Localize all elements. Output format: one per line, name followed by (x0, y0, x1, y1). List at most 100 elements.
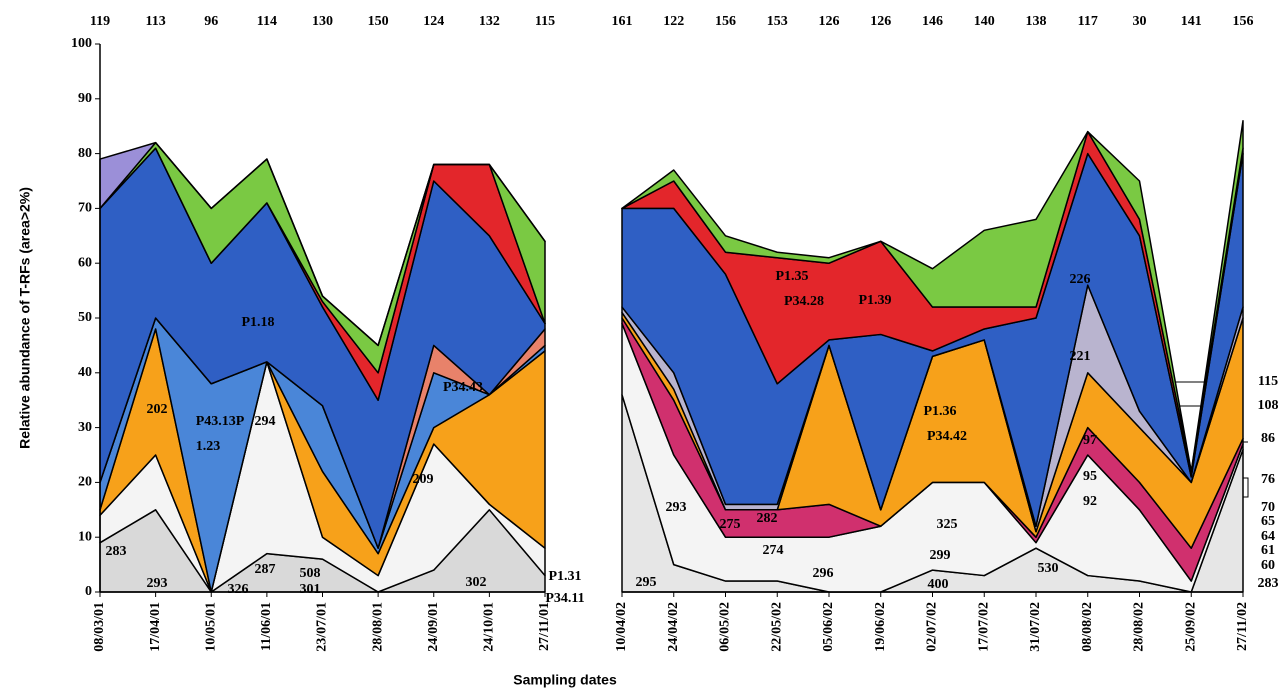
annotation: 61 (1261, 543, 1275, 558)
x-tick-label: 10/05/01 (203, 602, 218, 652)
annotation: 282 (757, 511, 778, 526)
top-label: 122 (663, 14, 684, 29)
top-label: 119 (90, 14, 110, 29)
top-label: 156 (1233, 14, 1254, 29)
y-tick-label: 10 (78, 529, 92, 544)
top-label: 138 (1026, 14, 1047, 29)
x-tick-label: 08/03/01 (92, 602, 107, 652)
annotation: 76 (1261, 472, 1275, 487)
annotation: P34.28 (784, 294, 824, 309)
leader (1240, 477, 1249, 498)
annotation: 283 (106, 544, 127, 559)
top-label: 140 (974, 14, 995, 29)
top-label: 161 (612, 14, 633, 29)
annotation: 530 (1038, 561, 1059, 576)
x-tick-label: 22/05/02 (769, 602, 784, 652)
top-label: 96 (204, 14, 218, 29)
annotation: 108 (1258, 398, 1279, 413)
annotation: 60 (1261, 558, 1275, 573)
annotation: 95 (1083, 469, 1097, 484)
area (99, 141, 546, 347)
y-tick-label: 50 (78, 310, 92, 325)
x-tick-label: 11/06/01 (259, 602, 274, 651)
y-tick-label: 70 (78, 201, 92, 216)
top-label: 124 (423, 14, 444, 29)
annotation: 283 (1258, 576, 1279, 591)
annotation: 115 (1258, 374, 1278, 389)
top-label: 146 (922, 14, 943, 29)
y-tick-label: 40 (78, 365, 92, 380)
y-tick-label: 90 (78, 91, 92, 106)
x-tick-label: 24/09/01 (426, 602, 441, 652)
annotation: P1.39 (858, 293, 891, 308)
x-tick-label: 17/04/01 (148, 602, 163, 652)
annotation: 274 (763, 543, 784, 558)
annotation: P34.43 (443, 380, 483, 395)
annotation: 64 (1261, 529, 1275, 544)
annotation: 299 (930, 548, 951, 563)
top-label: 132 (479, 14, 500, 29)
annotation: P1.18 (241, 315, 274, 330)
x-tick-label: 31/07/02 (1028, 602, 1043, 652)
annotation: 97 (1083, 433, 1097, 448)
top-label: 156 (715, 14, 736, 29)
annotation: 226 (1070, 272, 1091, 287)
area (621, 119, 1244, 473)
annotation: 92 (1083, 494, 1097, 509)
annotation: 209 (413, 472, 434, 487)
top-label: 130 (312, 14, 333, 29)
annotation: 65 (1261, 514, 1275, 529)
x-tick-label: 28/08/01 (370, 602, 385, 652)
x-tick-label: 06/05/02 (718, 602, 733, 652)
y-tick-label: 80 (78, 146, 92, 161)
y-tick-label: 20 (78, 475, 92, 490)
annotation: 296 (813, 566, 834, 581)
top-label: 30 (1133, 14, 1147, 29)
x-tick-label: 10/04/02 (614, 602, 629, 652)
y-tick-label: 0 (85, 584, 92, 599)
x-tick-label: 28/08/02 (1132, 602, 1147, 652)
annotation: 294 (255, 414, 276, 429)
x-tick-label: 17/07/02 (976, 602, 991, 652)
annotation: 287 (255, 562, 276, 577)
annotation: 86 (1261, 431, 1275, 446)
x-tick-label: 19/06/02 (873, 602, 888, 652)
top-label: 113 (146, 14, 166, 29)
top-label: 114 (257, 14, 277, 29)
top-label: 115 (535, 14, 555, 29)
x-axis-label: Sampling dates (513, 672, 617, 688)
x-tick-label: 08/08/02 (1080, 602, 1095, 652)
annotation: 400 (928, 577, 949, 592)
top-label: 126 (870, 14, 891, 29)
annotation: 293 (147, 576, 168, 591)
top-label: 153 (767, 14, 788, 29)
annotation: P34.11 (545, 591, 584, 606)
top-label: 150 (368, 14, 389, 29)
annotation: 325 (937, 517, 958, 532)
annotation: 302 (466, 575, 487, 590)
top-label: 141 (1181, 14, 1202, 29)
annotation: P1.35 (775, 269, 808, 284)
y-axis-label: Relative abundance of T-RFs (area>2%) (17, 187, 33, 449)
x-tick-label: 23/07/01 (315, 602, 330, 652)
x-tick-label: 24/10/01 (482, 602, 497, 652)
annotation: P1.36 (923, 404, 956, 419)
x-tick-label: 27/11/02 (1235, 602, 1250, 651)
x-tick-label: 24/04/02 (666, 602, 681, 652)
annotation: 508 (300, 566, 321, 581)
top-label: 117 (1078, 14, 1098, 29)
annotation: P43.13P (196, 414, 245, 429)
annotation: P34.42 (927, 429, 967, 444)
annotation: 221 (1070, 349, 1091, 364)
y-tick-label: 30 (78, 420, 92, 435)
annotation: 293 (666, 500, 687, 515)
annotation: 301 (300, 582, 321, 597)
x-tick-label: 27/11/01 (537, 602, 552, 651)
y-tick-label: 60 (78, 255, 92, 270)
annotation: 202 (147, 402, 168, 417)
annotation: 326 (228, 582, 249, 597)
annotation: 275 (720, 517, 741, 532)
y-tick-label: 100 (71, 36, 92, 51)
annotation: 1.23 (196, 439, 221, 454)
